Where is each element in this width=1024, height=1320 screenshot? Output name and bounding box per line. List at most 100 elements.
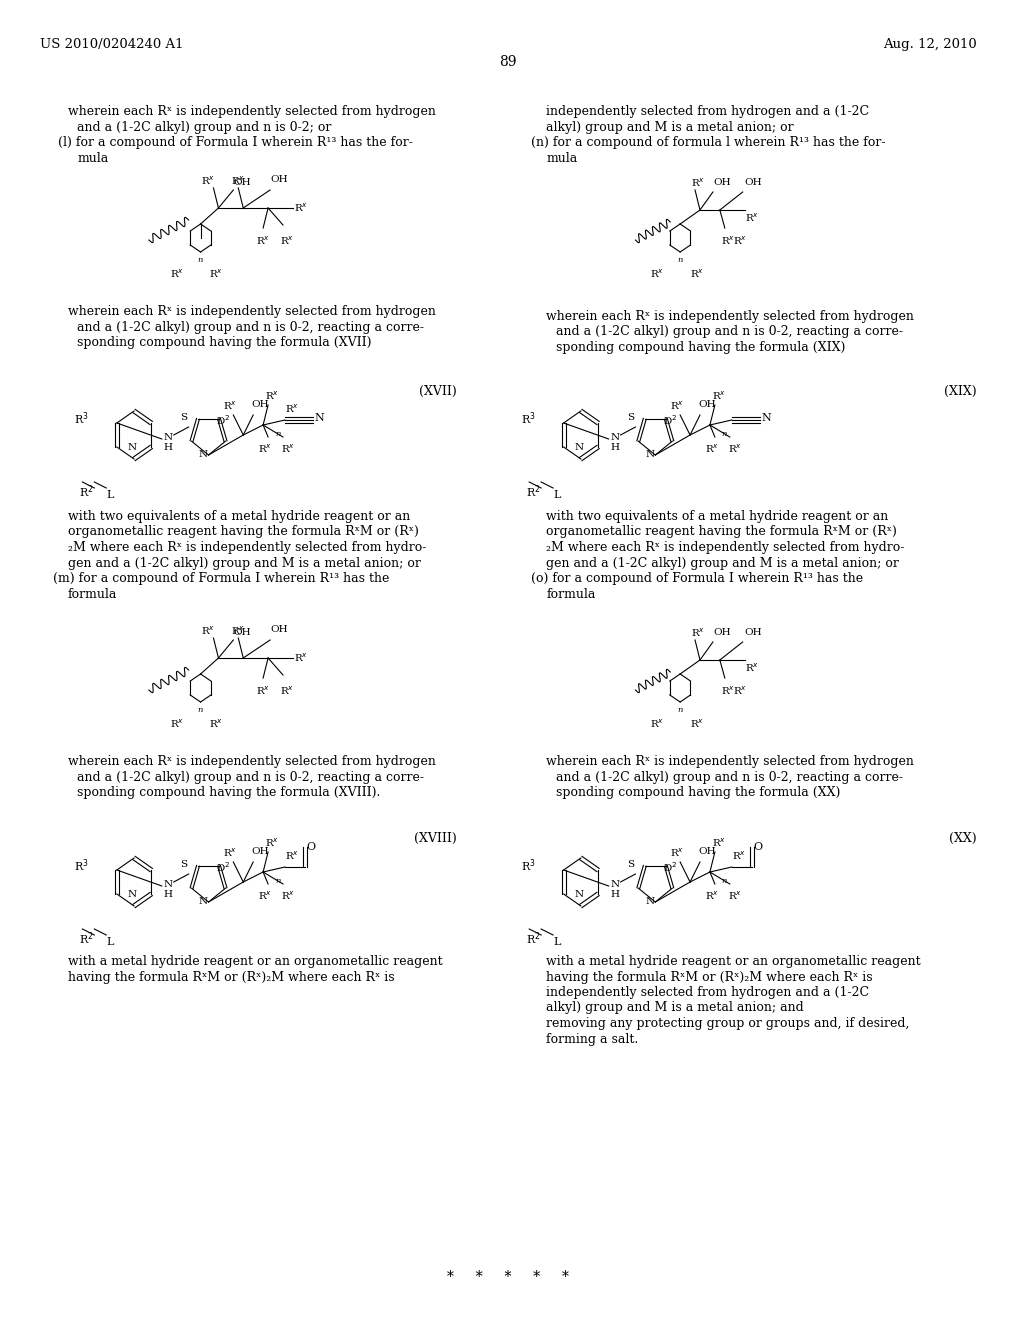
Text: (m) for a compound of Formula I wherein R¹³ has the: (m) for a compound of Formula I wherein … [52, 572, 389, 585]
Text: L: L [106, 937, 114, 946]
Text: L: L [553, 937, 560, 946]
Text: R$^3$: R$^3$ [75, 411, 89, 426]
Text: R$^2$: R$^2$ [526, 483, 541, 499]
Text: alkyl) group and M is a metal anion; and: alkyl) group and M is a metal anion; and [546, 1002, 804, 1015]
Text: R$^2$: R$^2$ [80, 483, 94, 499]
Text: N: N [199, 898, 208, 906]
Text: R$^3$: R$^3$ [521, 857, 536, 874]
Text: R$^2$: R$^2$ [80, 931, 94, 946]
Text: R$^3$: R$^3$ [75, 857, 89, 874]
Text: S: S [627, 413, 634, 422]
Text: OH: OH [270, 176, 288, 183]
Text: R$^x$: R$^x$ [285, 850, 299, 862]
Text: OH: OH [744, 628, 762, 638]
Text: D$^2$: D$^2$ [664, 413, 678, 426]
Text: O: O [754, 842, 763, 851]
Text: R$^x$: R$^x$ [202, 176, 216, 187]
Text: gen and a (1-2C alkyl) group and M is a metal anion; or: gen and a (1-2C alkyl) group and M is a … [546, 557, 899, 569]
Text: N: N [164, 880, 173, 888]
Text: forming a salt.: forming a salt. [546, 1032, 638, 1045]
Text: ₂M where each Rˣ is independently selected from hydro-: ₂M where each Rˣ is independently select… [546, 541, 904, 554]
Text: wherein each Rˣ is independently selected from hydrogen: wherein each Rˣ is independently selecte… [68, 106, 435, 117]
Text: and a (1-2C alkyl) group and n is 0-2, reacting a corre-: and a (1-2C alkyl) group and n is 0-2, r… [556, 326, 903, 338]
Text: OH: OH [251, 847, 269, 855]
Text: N: N [128, 890, 136, 899]
Text: R$^x$: R$^x$ [256, 235, 270, 247]
Text: R$^x$: R$^x$ [690, 268, 705, 280]
Text: R$^x$: R$^x$ [705, 890, 719, 903]
Text: R$^x$: R$^x$ [650, 268, 665, 280]
Text: R$^x$: R$^x$ [670, 400, 684, 412]
Text: R$^x$: R$^x$ [691, 627, 706, 639]
Text: OH: OH [233, 628, 251, 638]
Text: S: S [180, 413, 187, 422]
Text: and a (1-2C alkyl) group and n is 0-2; or: and a (1-2C alkyl) group and n is 0-2; o… [78, 120, 332, 133]
Text: 89: 89 [500, 55, 517, 69]
Text: (XVII): (XVII) [419, 385, 457, 399]
Text: R$^x$: R$^x$ [258, 444, 272, 455]
Text: formula: formula [68, 587, 117, 601]
Text: N: N [574, 890, 584, 899]
Text: R$^x$: R$^x$ [744, 663, 759, 675]
Text: R$^x$: R$^x$ [670, 847, 684, 859]
Text: R$^2$: R$^2$ [526, 931, 541, 946]
Text: n: n [275, 876, 281, 884]
Text: organometallic reagent having the formula RˣM or (Rˣ): organometallic reagent having the formul… [68, 525, 419, 539]
Text: and a (1-2C alkyl) group and n is 0-2, reacting a corre-: and a (1-2C alkyl) group and n is 0-2, r… [78, 321, 424, 334]
Text: N: N [610, 880, 620, 888]
Text: N: N [128, 444, 136, 451]
Text: N: N [314, 413, 325, 422]
Text: R$^x$: R$^x$ [281, 890, 295, 903]
Text: (XX): (XX) [949, 832, 977, 845]
Text: H: H [610, 890, 620, 899]
Text: H: H [164, 890, 173, 899]
Text: wherein each Rˣ is independently selected from hydrogen: wherein each Rˣ is independently selecte… [68, 755, 435, 768]
Text: R$^x$: R$^x$ [705, 444, 719, 455]
Text: R$^x$: R$^x$ [170, 268, 184, 280]
Text: N: N [574, 444, 584, 451]
Text: with two equivalents of a metal hydride reagent or an: with two equivalents of a metal hydride … [546, 510, 889, 523]
Text: with a metal hydride reagent or an organometallic reagent: with a metal hydride reagent or an organ… [68, 954, 442, 968]
Text: R$^x$: R$^x$ [231, 624, 246, 638]
Text: H: H [164, 444, 173, 451]
Text: OH: OH [233, 178, 251, 187]
Text: L: L [553, 490, 560, 500]
Text: OH: OH [698, 847, 716, 855]
Text: independently selected from hydrogen and a (1-2C: independently selected from hydrogen and… [546, 106, 869, 117]
Text: (l) for a compound of Formula I wherein R¹³ has the for-: (l) for a compound of Formula I wherein … [57, 136, 413, 149]
Text: n: n [678, 706, 683, 714]
Text: N: N [164, 433, 173, 442]
Text: n: n [198, 706, 203, 714]
Text: N: N [646, 898, 655, 906]
Text: N: N [199, 450, 208, 459]
Text: and a (1-2C alkyl) group and n is 0-2, reacting a corre-: and a (1-2C alkyl) group and n is 0-2, r… [78, 771, 424, 784]
Text: R$^x$: R$^x$ [712, 837, 726, 849]
Text: n: n [275, 430, 281, 438]
Text: L: L [106, 490, 114, 500]
Text: n: n [722, 430, 727, 438]
Text: R$^x$: R$^x$ [256, 685, 270, 697]
Text: R$^x$: R$^x$ [231, 176, 246, 187]
Text: R$^x$: R$^x$ [202, 624, 216, 638]
Text: Aug. 12, 2010: Aug. 12, 2010 [884, 38, 977, 51]
Text: R$^x$: R$^x$ [281, 444, 295, 455]
Text: sponding compound having the formula (XVII): sponding compound having the formula (XV… [78, 337, 372, 348]
Text: R$^x$: R$^x$ [744, 213, 759, 224]
Text: R$^x$: R$^x$ [209, 718, 223, 730]
Text: R$^x$: R$^x$ [285, 403, 299, 416]
Text: OH: OH [744, 178, 762, 187]
Text: wherein each Rˣ is independently selected from hydrogen: wherein each Rˣ is independently selecte… [546, 755, 914, 768]
Text: *     *     *     *     *: * * * * * [447, 1270, 569, 1284]
Text: R$^x$: R$^x$ [294, 202, 308, 214]
Text: (XIX): (XIX) [944, 385, 977, 399]
Text: R$^x$: R$^x$ [728, 444, 742, 455]
Text: R$^x$: R$^x$ [728, 890, 742, 903]
Text: with two equivalents of a metal hydride reagent or an: with two equivalents of a metal hydride … [68, 510, 410, 523]
Text: R$^x$: R$^x$ [721, 235, 735, 247]
Text: N: N [610, 433, 620, 442]
Text: OH: OH [713, 178, 730, 187]
Text: R$^x$: R$^x$ [712, 389, 726, 403]
Text: OH: OH [270, 624, 288, 634]
Text: and a (1-2C alkyl) group and n is 0-2, reacting a corre-: and a (1-2C alkyl) group and n is 0-2, r… [556, 771, 903, 784]
Text: R$^x$: R$^x$ [265, 837, 280, 849]
